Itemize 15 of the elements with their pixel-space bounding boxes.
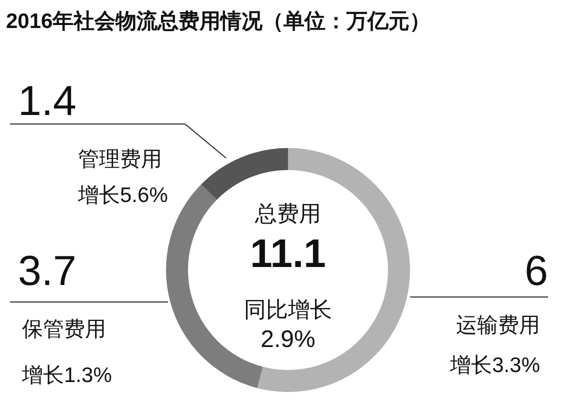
donut-slice: [201, 148, 288, 200]
text: 总费用: [254, 201, 321, 226]
text: 增长1.3%: [21, 364, 112, 387]
data-label: 6: [524, 247, 548, 294]
data-label: 1.4: [18, 77, 76, 124]
slice-label: 管理费用: [78, 148, 162, 171]
chart-title: 2016年社会物流总费用情况（单位：万亿元）: [6, 9, 431, 33]
slice-label: 运输费用: [456, 314, 540, 337]
text: 增长3.3%: [449, 354, 540, 377]
data-label: 3.7: [18, 247, 76, 294]
text: 2.9%: [260, 326, 316, 353]
text: 同比增长: [244, 297, 332, 322]
text: 增长5.6%: [77, 184, 168, 207]
text: 11.1: [250, 232, 326, 276]
slice-label: 保管费用: [22, 318, 106, 341]
